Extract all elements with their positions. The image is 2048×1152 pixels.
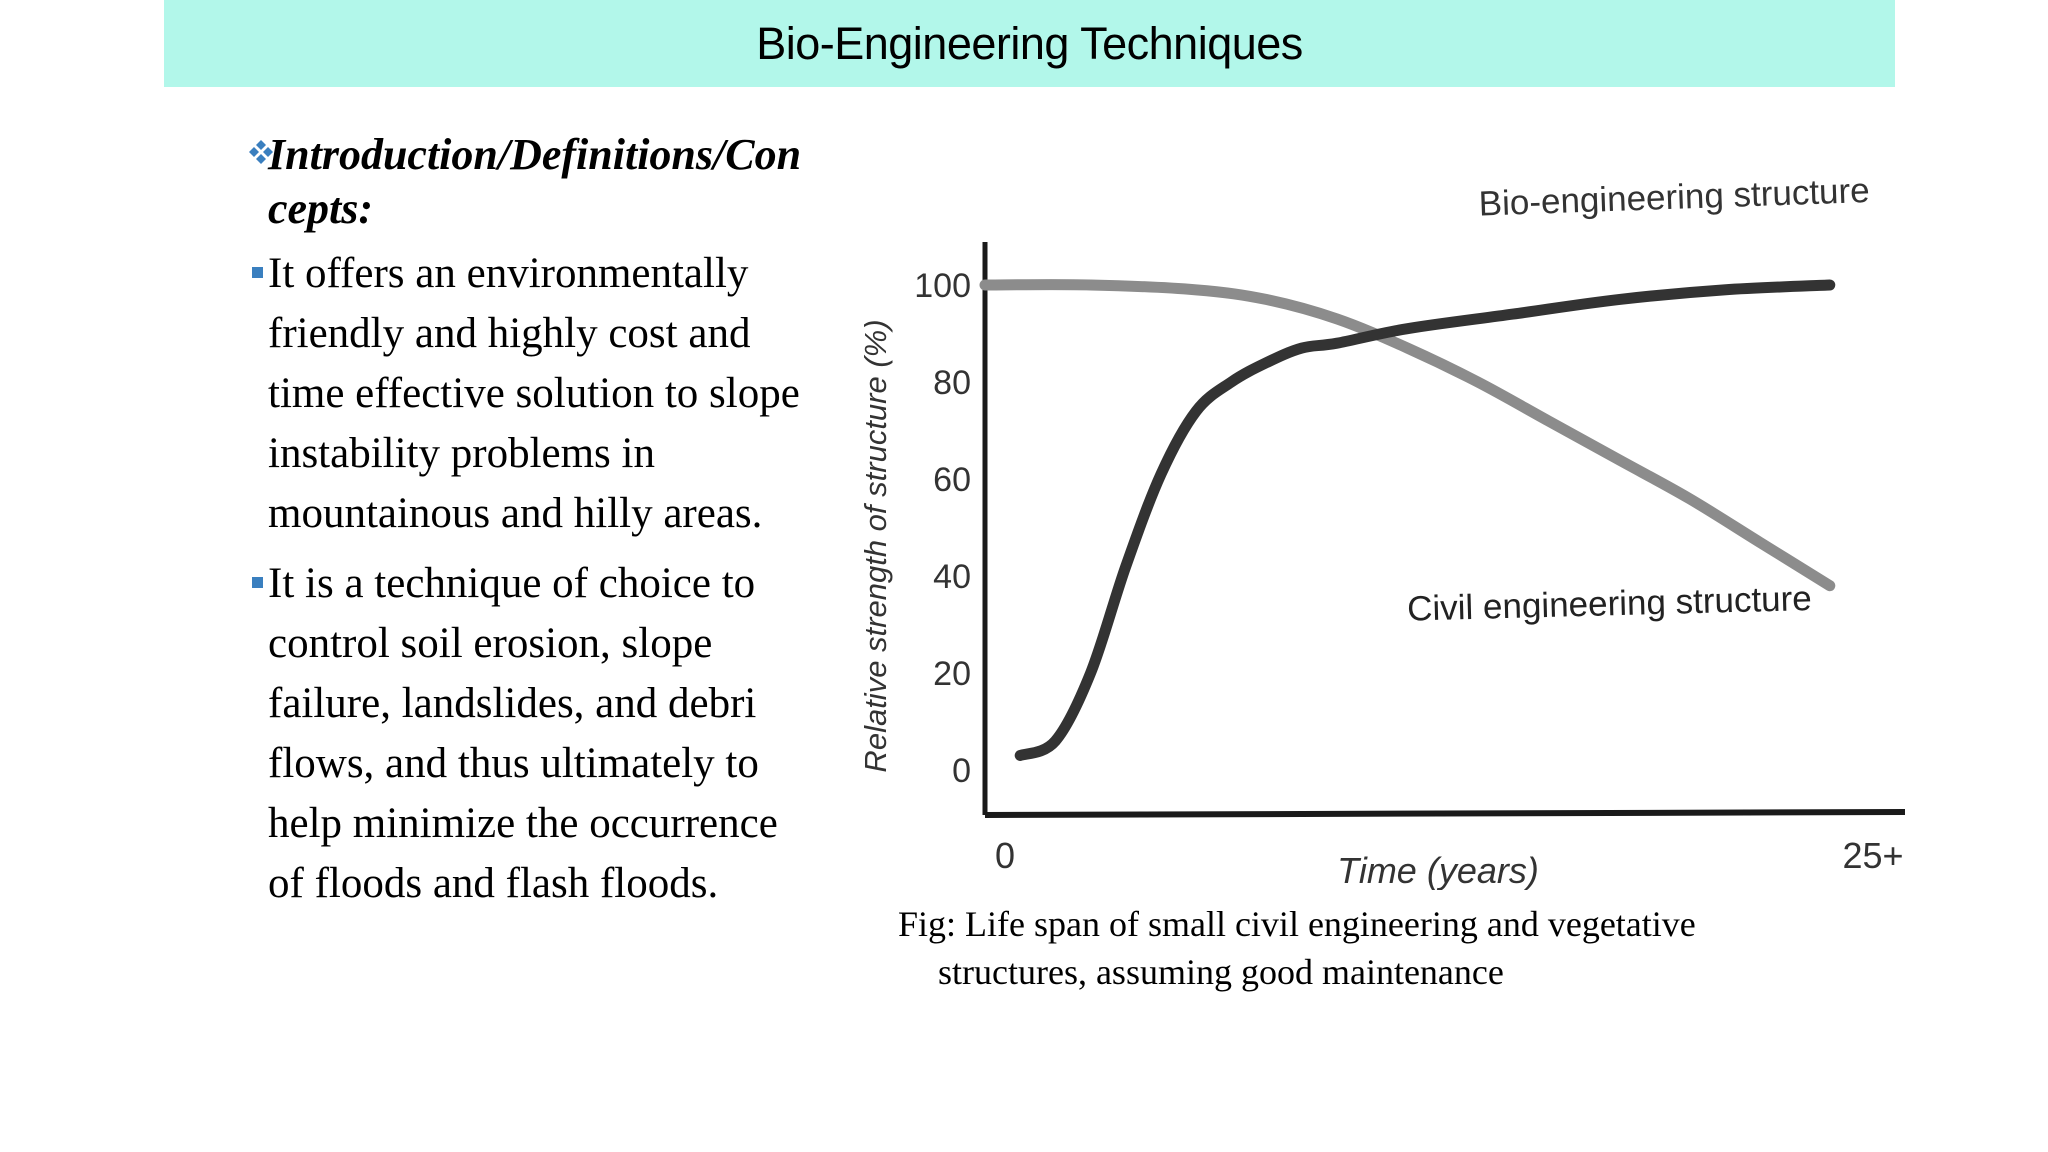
square-bullet-icon <box>252 577 263 588</box>
series-label-civil: Civil engineering structure <box>1407 579 1813 629</box>
section-heading: Introduction/Definitions/Concepts: <box>249 128 810 236</box>
text-column: Introduction/Definitions/Concepts: It of… <box>249 128 810 924</box>
square-bullet-icon <box>252 267 263 278</box>
y-tick-labels: 0 20 40 60 80 100 <box>914 267 971 790</box>
bullet-item: It is a technique of choice to control s… <box>250 554 810 914</box>
series-label-bio: Bio-engineering structure <box>1478 171 1870 224</box>
heading-text: Introduction/Definitions/Concepts: <box>268 130 802 233</box>
y-tick-label: 40 <box>933 558 971 596</box>
y-axis-label: Relative strength of structure (%) <box>858 319 893 772</box>
series-line-civil <box>979 279 1836 592</box>
caption-line-1: Fig: Life span of small civil engineerin… <box>898 904 1696 944</box>
y-tick-label: 80 <box>933 364 971 402</box>
y-tick-label: 0 <box>952 752 971 790</box>
x-tick-labels: 0 25+ <box>995 835 1904 876</box>
y-tick-label: 20 <box>933 655 971 693</box>
slide-title: Bio-Engineering Techniques <box>756 17 1303 69</box>
caption-line-2: structures, assuming good maintenance <box>938 952 1504 992</box>
x-axis-label: Time (years) <box>1337 850 1539 890</box>
y-tick-label: 100 <box>914 267 971 305</box>
x-tick-label: 25+ <box>1842 835 1903 876</box>
bullet-text: It is a technique of choice to control s… <box>268 560 778 907</box>
title-bar: Bio-Engineering Techniques <box>164 0 1895 87</box>
x-axis-line <box>984 809 1906 818</box>
bullet-text: It offers an environmentally friendly an… <box>268 250 800 537</box>
x-tick-label: 0 <box>995 835 1015 876</box>
figure-caption: Fig: Life span of small civil engineerin… <box>898 900 1798 996</box>
chart-axes <box>982 242 1906 818</box>
diamond-bullet-icon <box>249 140 273 164</box>
y-tick-label: 60 <box>933 461 971 499</box>
series-line-bio <box>1014 279 1836 761</box>
bullet-item: It offers an environmentally friendly an… <box>250 244 810 544</box>
lifespan-chart: 0 20 40 60 80 100 0 25+ Relative strength of s… <box>858 171 1906 890</box>
